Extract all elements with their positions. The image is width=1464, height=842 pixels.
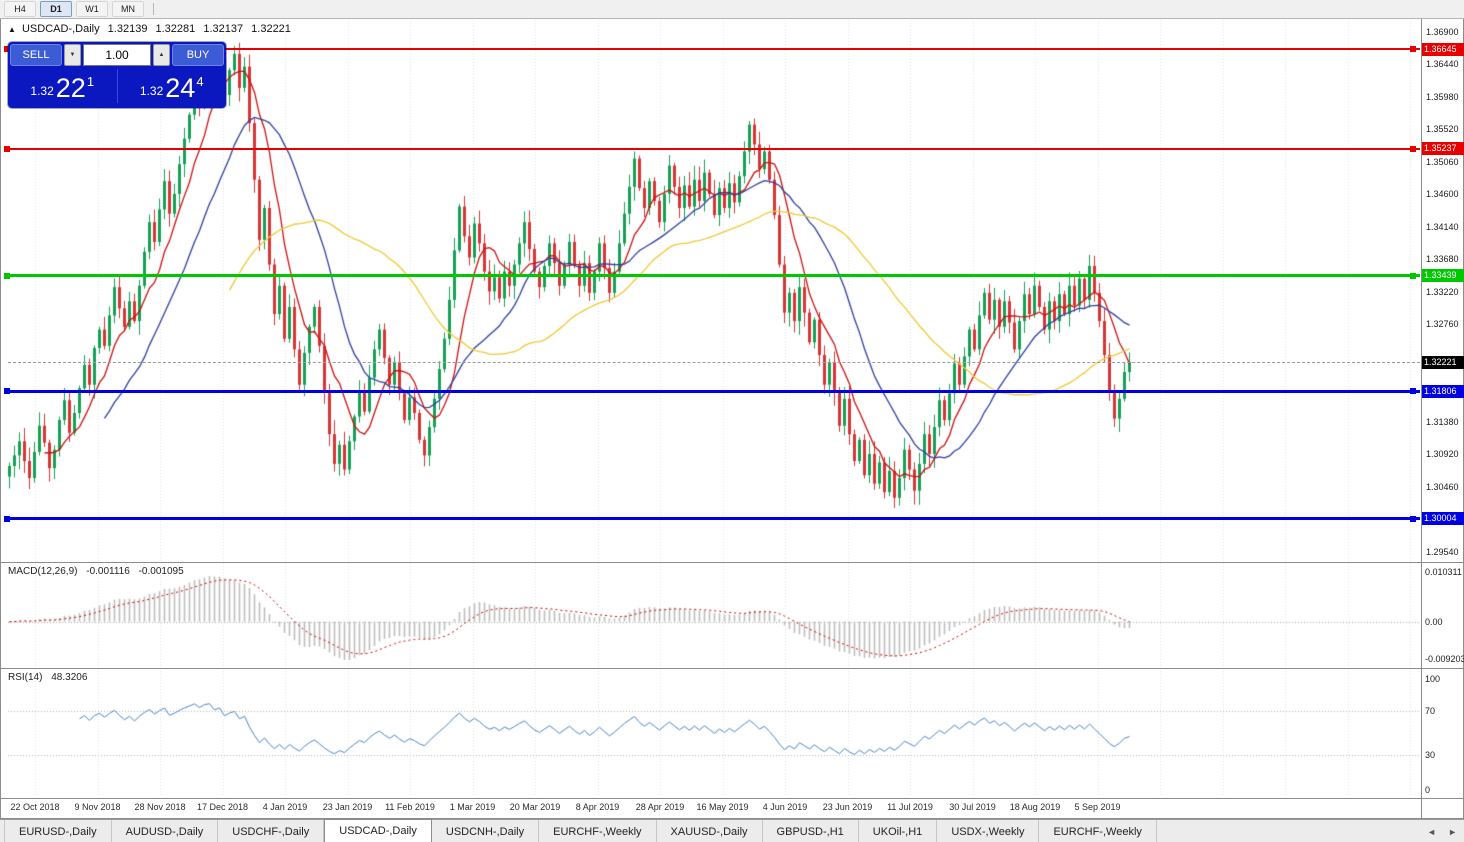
buy-button[interactable]: BUY xyxy=(172,44,224,66)
tabs-scroll-left-icon[interactable]: ◄ xyxy=(1427,826,1437,837)
trade-panel-price-row: 1.32 22 1 1.32 24 4 xyxy=(8,66,226,106)
symbol-tab-eurusd-daily[interactable]: EURUSD-,Daily xyxy=(4,820,112,842)
sell-price-pip: 1 xyxy=(86,74,95,89)
symbol-tab-usdx-weekly[interactable]: USDX-,Weekly xyxy=(937,820,1040,842)
toolbar-separator xyxy=(153,3,154,15)
sell-price-small: 1.32 xyxy=(30,84,54,98)
ohlc-high-value: 1.32281 xyxy=(155,23,196,35)
buy-price-pip: 4 xyxy=(196,74,204,89)
chart-symbol-label: USDCAD-,Daily xyxy=(21,23,100,35)
one-click-trading-panel: SELL ▼ ▲ BUY 1.32 22 1 1.32 24 4 xyxy=(8,42,226,108)
sell-price-display[interactable]: 1.32 22 1 xyxy=(8,66,117,106)
timeframe-toolbar: H4 D1 W1 MN xyxy=(0,0,1464,19)
sell-price-big: 22 xyxy=(55,73,86,103)
chart-title: ▲ USDCAD-,Daily 1.32139 1.32281 1.32137 … xyxy=(8,23,296,35)
macd-indicator-label: MACD(12,26,9) xyxy=(8,566,78,577)
chart-tabs-list: EURUSD-,Daily AUDUSD-,Daily USDCHF-,Daily U… xyxy=(4,819,1157,842)
trade-panel-top-row: SELL ▼ ▲ BUY xyxy=(8,42,226,66)
macd-indicator-header: MACD(12,26,9) -0.001116 -0.001095 xyxy=(8,566,190,577)
rsi-indicator-header: RSI(14) 48.3206 xyxy=(8,672,93,683)
symbol-tab-usdchf-daily[interactable]: USDCHF-,Daily xyxy=(218,820,325,842)
tabs-scroll-right-icon[interactable]: ► xyxy=(1448,826,1457,837)
symbol-tab-xauusd-daily[interactable]: XAUUSD-,Daily xyxy=(657,820,763,842)
timeframe-button-mn[interactable]: MN xyxy=(112,1,144,17)
buy-price-small: 1.32 xyxy=(139,84,164,98)
panel-divider-dates xyxy=(0,798,1464,799)
macd-main-value: -0.001116 xyxy=(86,566,130,577)
volume-increase-icon[interactable]: ▲ xyxy=(153,44,170,66)
buy-price-big: 24 xyxy=(165,73,196,103)
buy-price-display[interactable]: 1.32 24 4 xyxy=(118,66,227,106)
chart-marker-icon: ▲ xyxy=(8,25,16,34)
rsi-value: 48.3206 xyxy=(51,672,88,683)
symbol-tab-audusd-daily[interactable]: AUDUSD-,Daily xyxy=(112,820,219,842)
timeframe-button-d1[interactable]: D1 xyxy=(40,1,72,17)
ohlc-close-value: 1.32221 xyxy=(251,23,291,35)
rsi-indicator-label: RSI(14) xyxy=(8,672,43,683)
symbol-tab-usdcnh-daily[interactable]: USDCNH-,Daily xyxy=(432,820,540,842)
panel-divider-rsi xyxy=(0,668,1464,669)
symbol-tab-usdcad-daily[interactable]: USDCAD-,Daily xyxy=(324,819,432,842)
price-divider xyxy=(116,69,118,103)
ohlc-low-value: 1.32137 xyxy=(203,23,244,35)
price-axis-separator xyxy=(1421,18,1422,818)
macd-signal-value: -0.001095 xyxy=(138,566,184,577)
timeframe-button-h4[interactable]: H4 xyxy=(4,1,36,17)
symbol-tab-gbpusd-h1[interactable]: GBPUSD-,H1 xyxy=(763,820,859,842)
ohlc-open-value: 1.32139 xyxy=(107,23,148,35)
volume-decrease-icon[interactable]: ▼ xyxy=(64,44,81,66)
timeframe-button-w1[interactable]: W1 xyxy=(76,1,108,17)
tab-scroll-arrows: ◄ ► xyxy=(1424,820,1460,842)
sell-button[interactable]: SELL xyxy=(10,44,62,66)
symbol-tab-eurchf-weekly[interactable]: EURCHF-,Weekly xyxy=(1039,820,1157,842)
timeframe-buttons-group: H4 D1 W1 MN xyxy=(4,1,148,17)
chart-window-bottom-edge xyxy=(0,818,1464,819)
symbol-tab-ukoil-h1[interactable]: UKOil-,H1 xyxy=(859,820,938,842)
symbol-tab-eurchf-weekly[interactable]: EURCHF-,Weekly xyxy=(539,820,657,842)
panel-divider-macd xyxy=(0,562,1464,563)
chart-tab-bar: EURUSD-,Daily AUDUSD-,Daily USDCHF-,Daily U… xyxy=(0,819,1464,842)
volume-input[interactable] xyxy=(83,44,151,66)
